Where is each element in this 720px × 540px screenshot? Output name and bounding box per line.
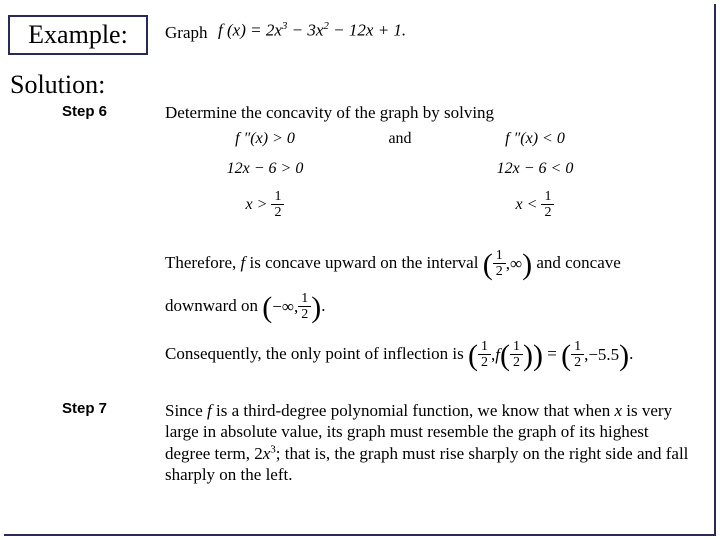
example-label: Example: xyxy=(28,20,128,50)
ineq-r1-left: f ″(x) > 0 xyxy=(200,130,330,148)
ineq-r3-right: x < 12 xyxy=(470,190,600,220)
ineq-and: and xyxy=(370,130,430,148)
step7-text: Since f is a third-degree polynomial fun… xyxy=(165,400,695,485)
ineq-r2-left: 12x − 6 > 0 xyxy=(200,160,330,178)
graph-word: Graph xyxy=(165,23,207,43)
step7-label: Step 7 xyxy=(62,400,107,417)
ineq-r2-right: 12x − 6 < 0 xyxy=(470,160,600,178)
example-box: Example: xyxy=(8,15,148,55)
step6-label: Step 6 xyxy=(62,103,107,120)
therefore-line: Therefore, f is concave upward on the in… xyxy=(165,249,705,279)
math-inequalities: f ″(x) > 0 and f ″(x) < 0 12x − 6 > 0 12… xyxy=(200,130,600,232)
graph-formula: f (x) = 2x3 − 3x2 − 12x + 1. xyxy=(218,20,406,41)
ineq-r1-right: f ″(x) < 0 xyxy=(470,130,600,148)
ineq-r3-left: x > 12 xyxy=(200,190,330,220)
step6-intro: Determine the concavity of the graph by … xyxy=(165,103,494,123)
solution-label: Solution: xyxy=(10,70,105,100)
consequently-line: Consequently, the only point of inflecti… xyxy=(165,340,633,370)
downward-line: downward on ( −∞, 12 ) . xyxy=(165,292,325,322)
